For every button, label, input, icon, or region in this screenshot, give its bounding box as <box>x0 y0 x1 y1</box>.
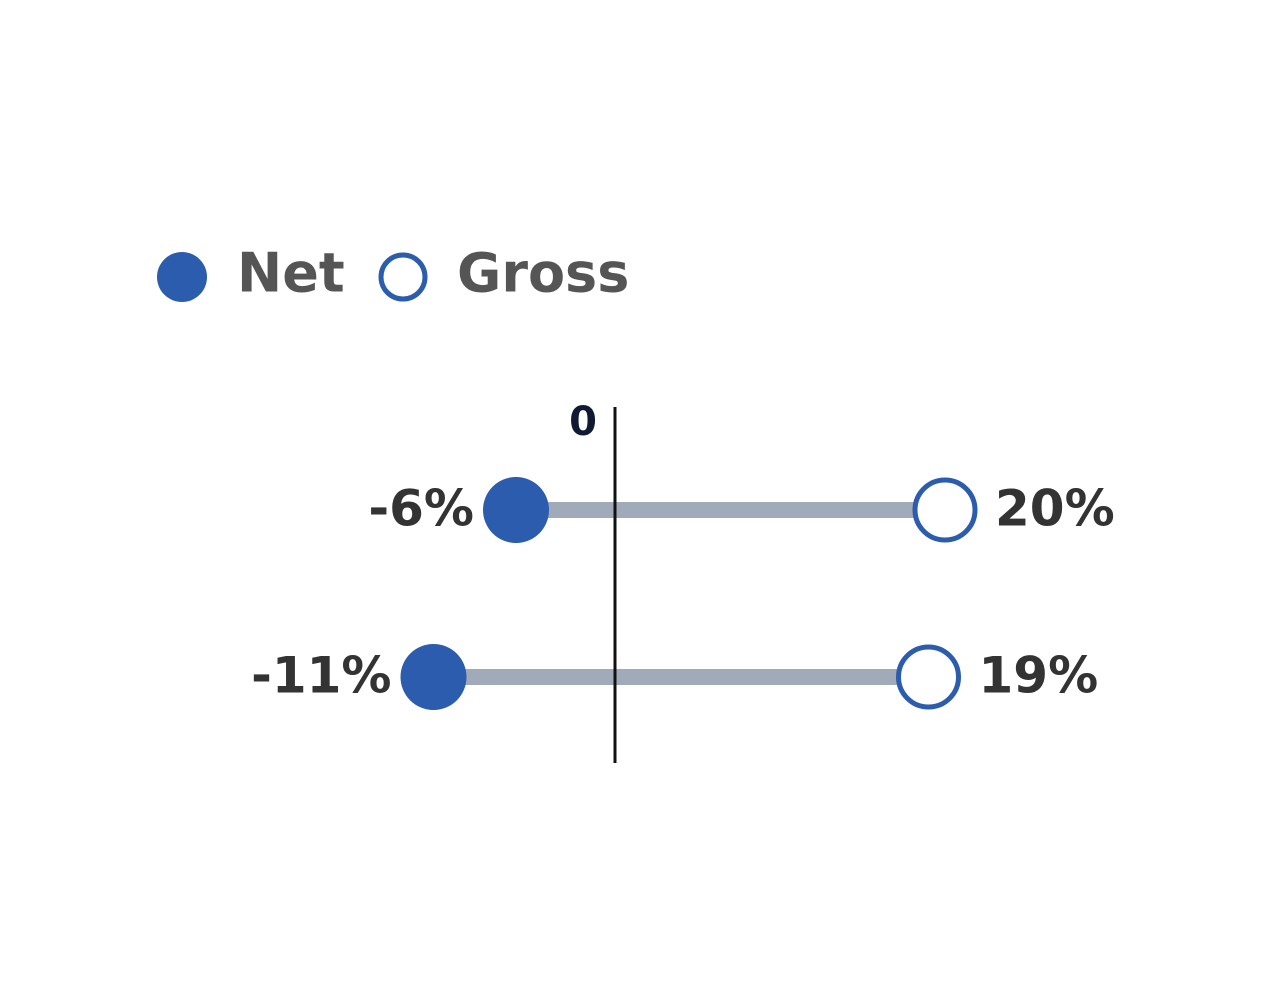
value-label: -11% <box>251 647 391 705</box>
legend-marker <box>378 252 428 302</box>
value-label: 20% <box>995 480 1115 538</box>
legend-marker <box>157 252 207 302</box>
x-tick-label: 0 <box>569 399 597 445</box>
legend-label: Net <box>237 242 345 305</box>
gross-dot <box>896 644 961 710</box>
net-dot <box>483 477 549 543</box>
net-dot <box>400 644 467 710</box>
gross-dot <box>912 477 978 543</box>
value-label: -6% <box>368 480 474 538</box>
value-label: 19% <box>979 647 1099 705</box>
legend-label: Gross <box>457 242 629 305</box>
